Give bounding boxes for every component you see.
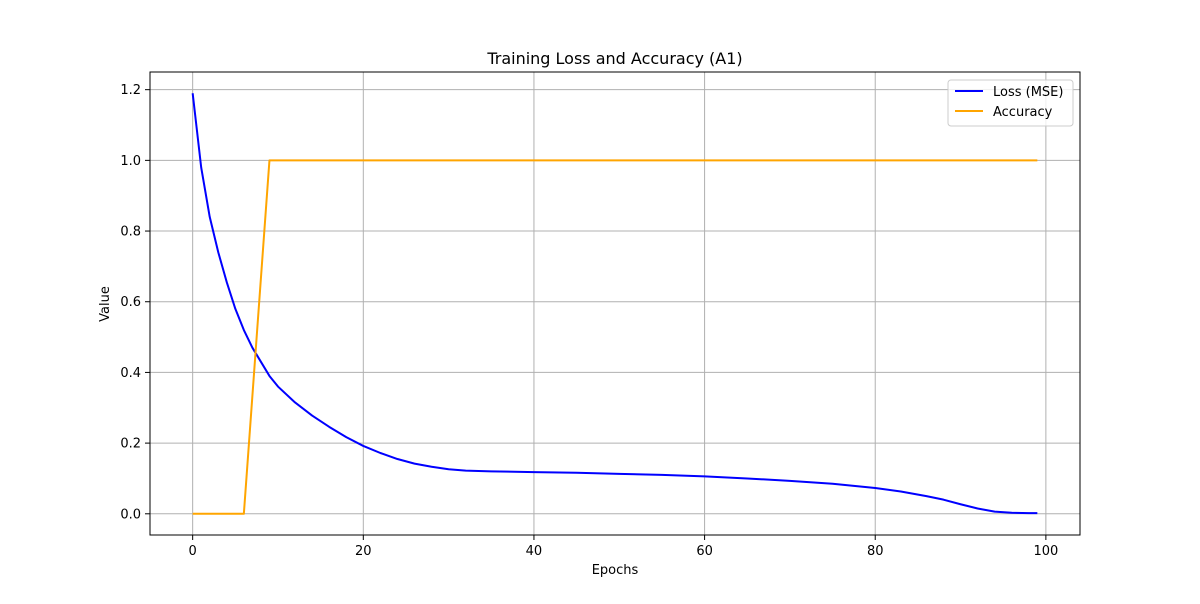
legend: Loss (MSE) Accuracy — [947, 79, 1074, 127]
y-tick-label: 0.0 — [120, 507, 141, 522]
grid-layer — [150, 72, 1080, 535]
y-tick-label: 1.0 — [120, 154, 141, 169]
chart-title: Training Loss and Accuracy (A1) — [486, 49, 742, 68]
y-tick-label: 0.4 — [120, 366, 141, 381]
x-tick-label: 20 — [355, 544, 372, 559]
y-tick-label: 1.2 — [120, 83, 141, 98]
x-tick-label: 40 — [526, 544, 543, 559]
series-line-accuracy — [192, 159, 1038, 515]
x-tick-label: 80 — [867, 544, 884, 559]
legend-label-loss: Loss (MSE) — [993, 85, 1063, 100]
y-tick-label: 0.2 — [120, 437, 141, 452]
y-tick-label: 0.6 — [120, 295, 141, 310]
x-tick-label: 100 — [1033, 544, 1058, 559]
series-line-loss-mse — [191, 93, 1038, 515]
x-axis-label: Epochs — [592, 563, 639, 578]
series-layer — [191, 93, 1038, 515]
legend-label-accuracy: Accuracy — [993, 105, 1053, 120]
y-axis-label: Value — [98, 286, 113, 322]
tick-layer: 0 20 40 60 80 100 0.0 0.2 0.4 0.6 0.8 1.0 1.2 — [120, 83, 1058, 559]
x-tick-label: 0 — [189, 544, 197, 559]
y-tick-label: 0.8 — [120, 225, 141, 240]
plot-frame — [149, 71, 1081, 536]
x-tick-label: 60 — [696, 544, 713, 559]
